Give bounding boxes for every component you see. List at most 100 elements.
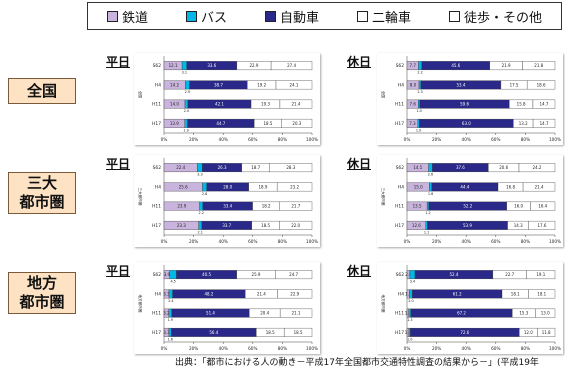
category-label: H17	[152, 121, 161, 127]
bar-value-label: 16.4	[538, 204, 547, 209]
bar-value-label: 26.3	[218, 165, 227, 170]
bar-value-label: 18.5	[264, 121, 273, 126]
x-tick-label: 80%	[521, 239, 530, 244]
bar-segment-walk	[281, 118, 313, 128]
bar-value-label: 37.6	[456, 165, 465, 170]
bar-segment-bus	[426, 201, 430, 211]
bar-value-label: 24.7	[289, 272, 298, 277]
bar-value-label: 1.6	[167, 337, 172, 341]
x-tick-label: 40%	[462, 239, 471, 244]
bar-segment-walk	[277, 289, 313, 299]
x-tick-label: 20%	[189, 239, 198, 244]
x-tick-label: 40%	[219, 239, 228, 244]
day-label-regional-holiday: 休日	[347, 264, 372, 278]
bar-value-label: 63.0	[462, 121, 471, 126]
legend-item-two-wheel: 二輪車	[356, 7, 411, 26]
bar-segment-bus	[168, 327, 172, 337]
bar-value-label: 3.1	[182, 71, 187, 75]
bar-value-label: 21.7	[291, 204, 300, 209]
bar-value-label: 18.5	[266, 330, 275, 335]
bar-value-label: 22.4	[176, 165, 185, 170]
bar-value-label: 12.6	[412, 223, 421, 228]
x-tick-label: 20%	[432, 239, 441, 244]
category-label: S62	[396, 165, 405, 171]
bar-value-label: 12.0	[524, 330, 533, 335]
bar-value-label: 1.3	[405, 330, 412, 335]
bar-value-label: 20.3	[292, 121, 301, 126]
x-tick-label: 40%	[462, 137, 471, 142]
day-label-national-holiday: 休日	[347, 55, 372, 69]
bar-segment-walk	[276, 182, 313, 192]
bar-value-label: 1.0	[416, 128, 421, 132]
x-tick-label: 20%	[432, 137, 441, 142]
x-tick-label: 0%	[161, 239, 168, 244]
x-tick-label: 40%	[462, 346, 471, 351]
bar-value-label: 53.4	[456, 82, 465, 87]
legend-label-rail: 鉄道	[121, 10, 148, 26]
bar-segment-bus	[202, 182, 207, 192]
category-label: S62	[153, 272, 162, 278]
bar-value-label: 33.7	[222, 223, 231, 228]
bar-value-label: 45.6	[451, 63, 460, 68]
bar-segment-bus	[185, 80, 190, 90]
bar-value-label: 14.2	[170, 82, 179, 87]
bar-segment-bus	[428, 163, 433, 173]
chart-regional-holiday: 地方都市圏 0% 20% 40% 60% 80% 100% S62 2.0 3.4 52.4 22.7…	[377, 262, 563, 354]
bar-value-label: 18.5	[294, 330, 303, 335]
x-tick-label: 100%	[306, 137, 318, 142]
x-tick-label: 60%	[248, 346, 257, 351]
category-label: H4	[155, 82, 161, 88]
legend-item-rail: 鉄道	[106, 7, 148, 26]
x-tick-label: 100%	[549, 346, 561, 351]
bar-value-label: 53.9	[463, 223, 472, 228]
legend-swatch-rail	[106, 10, 118, 22]
bar-value-label: 44.4	[460, 184, 469, 189]
bar-segment-bus	[168, 308, 172, 318]
chart-svg-metro-holiday: 三大都市圏 0% 20% 40% 60% 80% 100% S62 14.5 2.6 37.6 20.…	[381, 158, 561, 244]
day-label-national-weekday: 平日	[106, 55, 131, 69]
bar-value-label: 14.5	[413, 165, 422, 170]
x-tick-label: 80%	[521, 137, 530, 142]
x-tick-label: 0%	[161, 137, 168, 142]
day-label-metro-weekday: 平日	[106, 157, 131, 171]
bar-segment-walk	[279, 220, 313, 230]
legend-swatch-two-wheel	[356, 10, 368, 22]
legend-item-walk: 徒歩・その他	[448, 7, 542, 26]
legend-item-car: 自動車	[264, 7, 319, 26]
category-label: H4	[398, 184, 404, 190]
category-label: H11	[152, 311, 161, 317]
x-tick-label: 0%	[404, 137, 411, 142]
bar-value-label: 33.4	[223, 204, 232, 209]
bar-value-label: 14.7	[540, 121, 549, 126]
bar-value-label: 1.1	[424, 230, 429, 234]
bar-segment-walk	[518, 163, 556, 173]
bar-value-label: 18.6	[537, 82, 546, 87]
bar-value-label: 25.9	[252, 272, 261, 277]
chart-svg-national-weekday: 全国 0% 20% 40% 60% 80% 100% S62 12.1 3.1 33.6 22.9 27…	[138, 56, 318, 142]
chart-legend: 鉄道 バス 自動車 二輪車 徒歩・その他	[87, 2, 562, 30]
bar-value-label: 15.3	[519, 311, 528, 316]
bar-segment-bus	[168, 289, 173, 299]
bar-segment-bus	[418, 99, 421, 109]
bar-segment-walk	[526, 80, 556, 90]
bar-value-label: 2.9	[185, 90, 190, 94]
category-label: H17	[395, 223, 404, 229]
x-tick-label: 60%	[248, 137, 257, 142]
bar-value-label: 14.0	[170, 102, 179, 107]
legend-label-two-wheel: 二輪車	[371, 10, 411, 26]
bar-value-label: 17.5	[510, 82, 519, 87]
bar-value-label: 1.9	[183, 128, 188, 132]
bar-value-label: 22.9	[250, 63, 259, 68]
x-tick-label: 80%	[521, 346, 530, 351]
y-axis-title: 三大都市圏	[381, 188, 386, 206]
bar-value-label: 12.1	[169, 63, 178, 68]
bar-segment-walk	[528, 289, 556, 299]
bar-segment-bus	[425, 220, 428, 230]
chart-metro-holiday: 三大都市圏 0% 20% 40% 60% 80% 100% S62 14.5 2.6 37.6 20.…	[377, 155, 563, 247]
bar-value-label: 2.0	[184, 109, 189, 113]
bar-value-label: 19.1	[536, 272, 545, 277]
bar-value-label: 2.6	[428, 173, 433, 177]
legend-swatch-walk	[448, 10, 460, 22]
bar-segment-walk	[537, 327, 556, 337]
